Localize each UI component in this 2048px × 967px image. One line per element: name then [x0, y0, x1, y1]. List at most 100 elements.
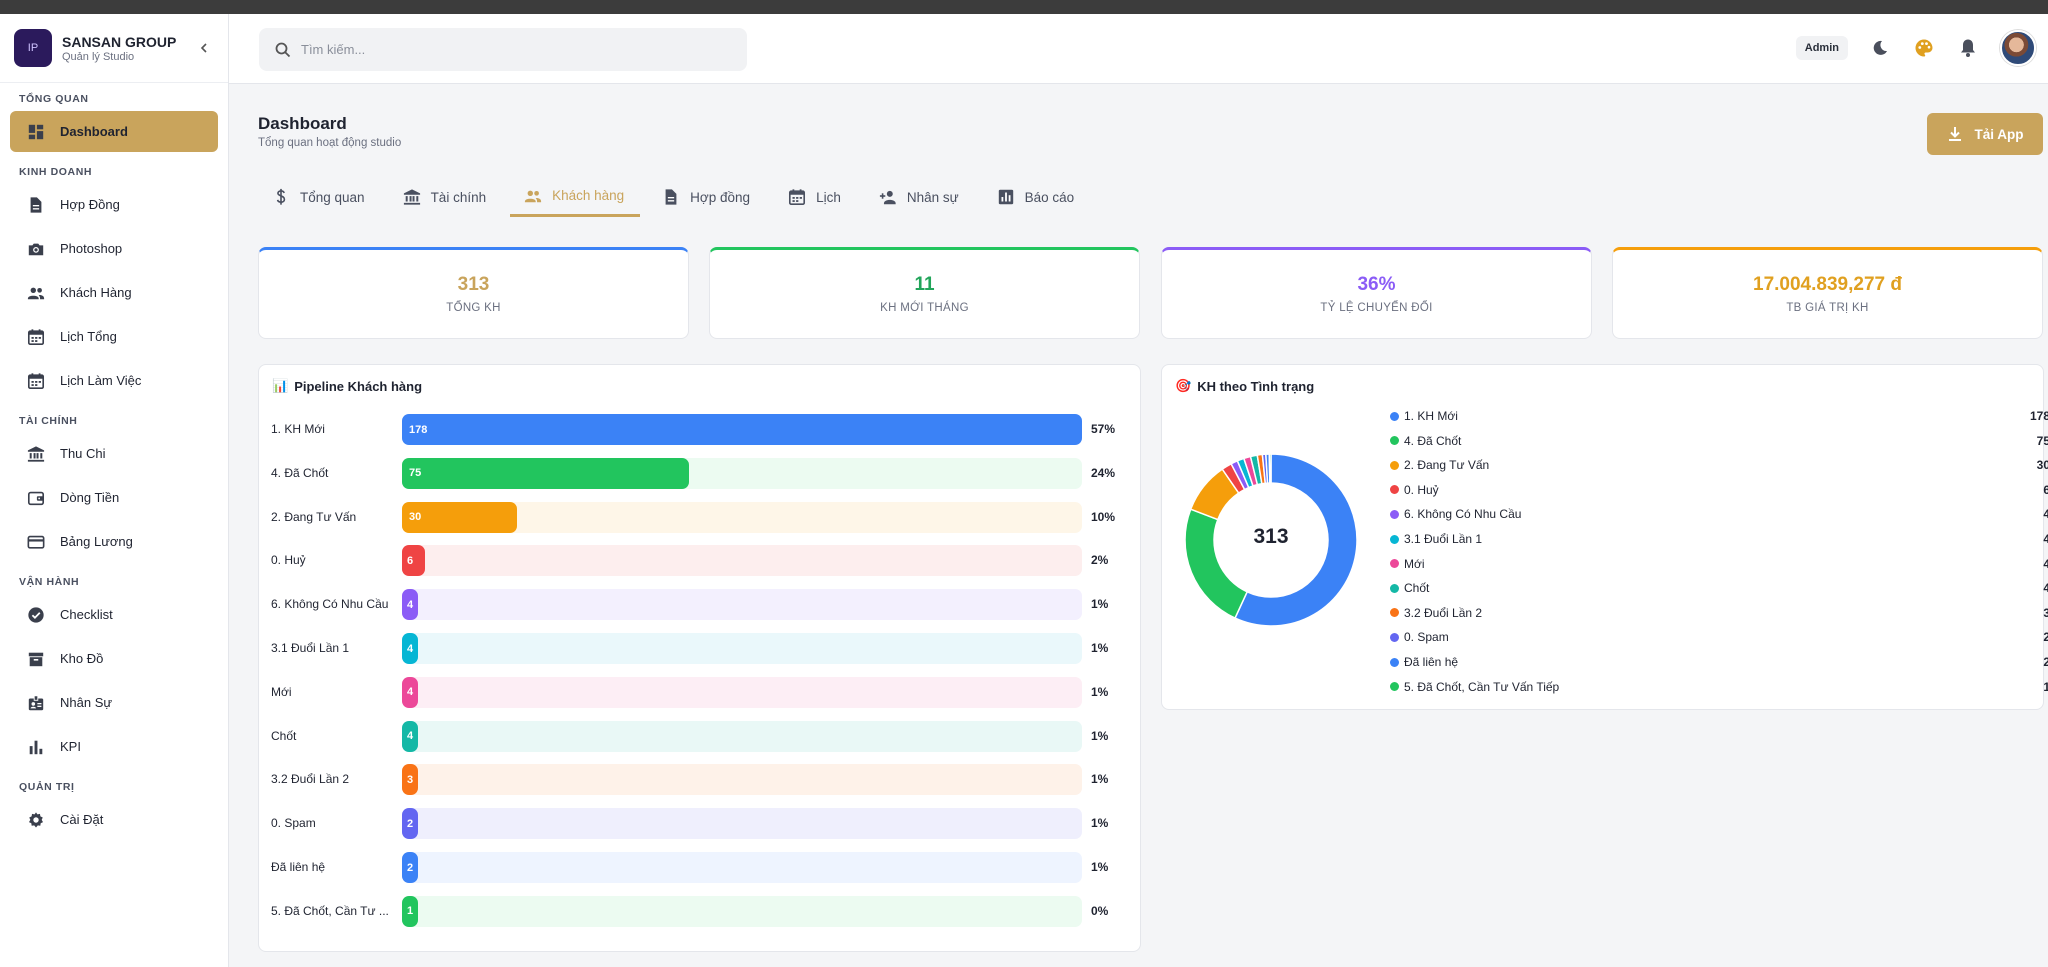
- sidebar-item-thu-chi[interactable]: Thu Chi: [10, 433, 218, 474]
- wallet-icon: [27, 491, 45, 505]
- dollar-icon: [276, 188, 286, 205]
- pipeline-bar-track: 75: [402, 457, 1082, 489]
- sidebar-item-bang-luong[interactable]: Bảng Lương: [10, 521, 218, 562]
- collapse-sidebar-button[interactable]: [194, 38, 214, 58]
- pipeline-bar[interactable]: 30: [402, 501, 517, 533]
- sidebar-item-icon: [26, 649, 46, 669]
- tab-lich[interactable]: Lịch: [774, 177, 857, 217]
- pipeline-row-percent: 1%: [1091, 597, 1109, 612]
- tab-hop-dong[interactable]: Hợp đồng: [648, 177, 766, 217]
- sidebar-item-kho-do[interactable]: Kho Đồ: [10, 638, 218, 679]
- brand: IP SANSAN GROUP Quản lý Studio: [0, 14, 228, 83]
- pipeline-panel: 📊 Pipeline Khách hàng 1. KH Mới 178 57% 4. …: [258, 364, 1141, 952]
- pipeline-bar-track: 1: [402, 895, 1082, 927]
- pipeline-row-label: 3.1 Đuổi Lần 1: [271, 641, 350, 655]
- stat-value: 313: [457, 274, 490, 295]
- sidebar-item-dong-tien[interactable]: Dòng Tiền: [10, 477, 218, 518]
- sidebar-item-checklist[interactable]: Checklist: [10, 594, 218, 635]
- tab-icon: [997, 188, 1015, 206]
- legend-color-dot: [1390, 485, 1399, 495]
- bank-icon: [27, 445, 45, 462]
- pipeline-row-percent: 0%: [1091, 903, 1109, 918]
- stat-value: 11: [914, 274, 935, 295]
- tab-icon: [788, 188, 806, 206]
- status-title-text: KH theo Tình trạng: [1197, 378, 1315, 394]
- sidebar-item-label: Lịch Làm Việc: [60, 373, 142, 388]
- sidebar: IP SANSAN GROUP Quản lý Studio TỔNG QUAN…: [0, 14, 229, 967]
- bar-chart-icon: [29, 740, 43, 754]
- sidebar-section-title: QUẢN TRỊ: [19, 781, 75, 793]
- download-app-button[interactable]: Tải App: [1927, 113, 2043, 155]
- sidebar-item-lich-lam-viec[interactable]: Lịch Làm Việc: [10, 360, 218, 401]
- tab-nhan-su[interactable]: Nhân sự: [865, 177, 975, 217]
- donut-slice[interactable]: [1234, 453, 1358, 627]
- pipeline-row-label: 2. Đang Tư Vấn: [271, 509, 357, 524]
- archive-icon: [28, 652, 44, 666]
- search-icon: [275, 42, 291, 57]
- pipeline-row-percent: 1%: [1091, 684, 1109, 699]
- legend-label: 0. Huỷ: [1404, 482, 1439, 497]
- sidebar-item-khach-hang[interactable]: Khách Hàng: [10, 272, 218, 313]
- window-top-strip: [0, 0, 2048, 14]
- pipeline-bar[interactable]: 4: [402, 589, 418, 621]
- pipeline-row-label: 3.2 Đuổi Lần 2: [271, 772, 350, 787]
- sidebar-item-dashboard[interactable]: Dashboard: [10, 111, 218, 152]
- sidebar-item-icon: [26, 195, 46, 215]
- search-input[interactable]: [301, 42, 721, 57]
- pipeline-bar[interactable]: 4: [402, 633, 418, 664]
- tab-icon: [403, 188, 421, 206]
- sidebar-item-hop-dong[interactable]: Hợp Đồng: [10, 184, 218, 225]
- badge-icon: [28, 694, 44, 710]
- user-avatar[interactable]: [2000, 30, 2036, 66]
- pipeline-bar[interactable]: 1: [402, 895, 418, 927]
- top-header: Admin: [229, 14, 2048, 84]
- document-icon: [665, 189, 677, 205]
- pipeline-bar-track: 30: [402, 501, 1082, 533]
- pipeline-bar-track: 3: [402, 764, 1082, 796]
- pipeline-bar[interactable]: 75: [402, 457, 689, 489]
- legend-label: 3.2 Đuổi Lần 2: [1404, 605, 1483, 620]
- pipeline-row-percent: 10%: [1091, 509, 1116, 524]
- pipeline-bar-track: 4: [402, 589, 1082, 621]
- pipeline-row-label: Chốt: [271, 728, 297, 743]
- pipeline-bar[interactable]: 6: [402, 545, 425, 577]
- dark-mode-toggle[interactable]: [1868, 36, 1892, 60]
- legend-count: 4: [2043, 507, 2048, 522]
- sidebar-item-lich-tong[interactable]: Lịch Tổng: [10, 316, 218, 357]
- sidebar-item-kpi[interactable]: KPI: [10, 726, 218, 767]
- brand-logo[interactable]: IP: [14, 29, 52, 67]
- legend-item: 3.2 Đuổi Lần 2 3: [1390, 604, 2048, 622]
- pipeline-row-percent: 57%: [1091, 422, 1116, 436]
- pipeline-bar[interactable]: 4: [402, 676, 418, 708]
- tab-tai-chinh[interactable]: Tài chính: [389, 177, 503, 217]
- legend-item: Mới 4: [1390, 555, 2048, 573]
- pipeline-bar[interactable]: 4: [402, 720, 418, 752]
- pipeline-title: 📊 Pipeline Khách hàng: [272, 378, 422, 394]
- search-box[interactable]: [259, 28, 747, 71]
- sidebar-item-nhan-su[interactable]: Nhân Sự: [10, 682, 218, 723]
- pipeline-title-text: Pipeline Khách hàng: [294, 378, 423, 394]
- stat-label: KH MỚI THÁNG: [880, 302, 969, 314]
- notifications-button[interactable]: [1956, 36, 1980, 60]
- pipeline-bar[interactable]: 2: [402, 808, 418, 840]
- pipeline-row-percent: 2%: [1091, 553, 1109, 568]
- tab-khach-hang[interactable]: Khách hàng: [510, 177, 641, 217]
- sidebar-item-cai-dat[interactable]: Cài Đặt: [10, 799, 218, 840]
- pipeline-bar[interactable]: 3: [402, 764, 418, 796]
- donut-center-total: 313: [1253, 525, 1289, 548]
- tab-label: Báo cáo: [1024, 189, 1075, 205]
- stat-label: TỶ LỆ CHUYỂN ĐỔI: [1320, 302, 1433, 314]
- legend-count: 178: [2029, 409, 2048, 423]
- pipeline-bar[interactable]: 2: [402, 852, 418, 883]
- dashboard-tabs: Tổng quan Tài chính Khách hàng Hợp đồng Lịch…: [258, 177, 1098, 219]
- pipeline-bar[interactable]: 178: [402, 414, 1082, 445]
- brand-name: SANSAN GROUP: [62, 33, 177, 50]
- tab-bao-cao[interactable]: Báo cáo: [983, 177, 1091, 217]
- donut-slice[interactable]: [1268, 453, 1272, 484]
- sidebar-item-photoshop[interactable]: Photoshop: [10, 228, 218, 269]
- theme-palette-button[interactable]: [1912, 36, 1936, 60]
- pipeline-bar-track: 6: [402, 545, 1082, 577]
- sidebar-item-icon: [26, 532, 46, 552]
- sidebar-item-label: Dashboard: [60, 124, 128, 139]
- tab-tong-quan[interactable]: Tổng quan: [258, 177, 381, 217]
